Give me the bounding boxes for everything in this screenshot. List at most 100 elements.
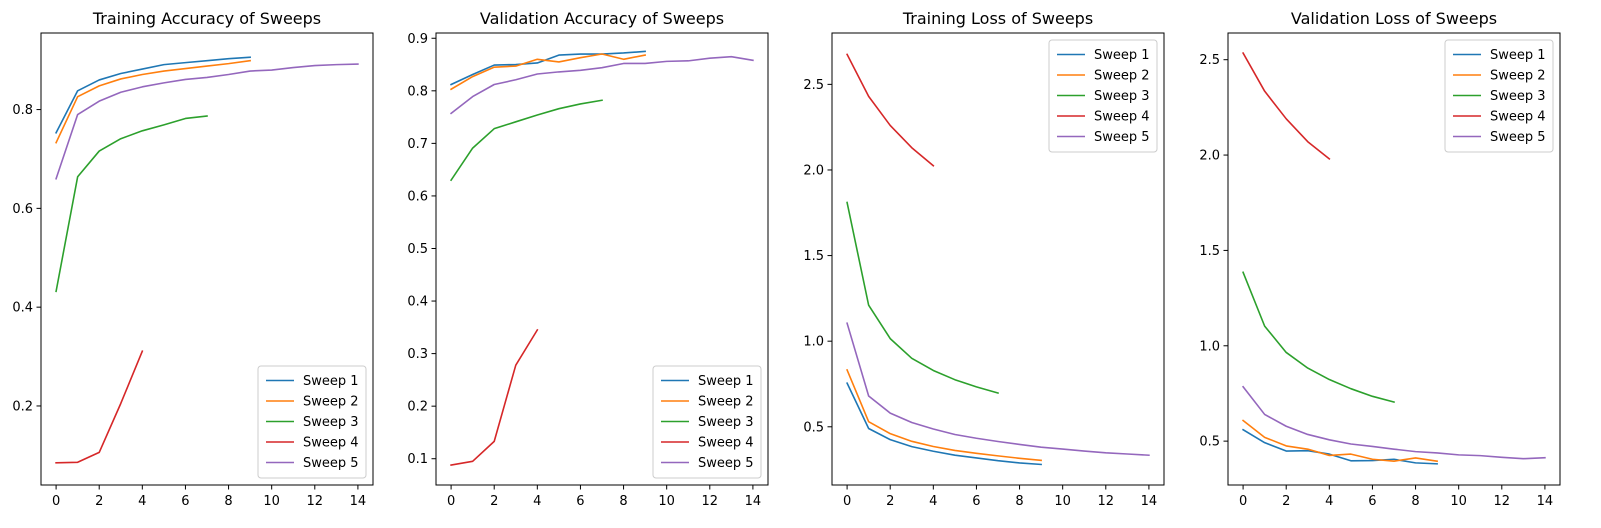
legend: Sweep 1 Sweep 2 Sweep 3 Sweep 4 Sweep 5 [1444, 39, 1554, 153]
x-tick-label: 12 [702, 494, 719, 509]
series-line-sweep-4 [450, 328, 539, 466]
legend-box [257, 365, 367, 479]
x-tick-label: 10 [1054, 494, 1071, 509]
legend-label: Sweep 1 [1094, 48, 1150, 63]
series-line-sweep-4 [846, 53, 935, 167]
series-line-sweep-5 [846, 322, 1150, 457]
legend-label: Sweep 3 [1094, 89, 1150, 104]
legend-label: Sweep 5 [1490, 130, 1546, 145]
legend-label: Sweep 1 [303, 374, 359, 389]
legend-label: Sweep 3 [303, 415, 359, 430]
x-tick-label: 2 [1282, 494, 1290, 509]
y-tick-label: 1.5 [803, 249, 824, 264]
chart-panel-1: Training Accuracy of Sweeps 0 2 4 6 8 10 12 14 0.… [12, 9, 374, 509]
series-line-sweep-1 [450, 50, 646, 86]
x-tick-label: 4 [533, 494, 541, 509]
plot-frame [831, 32, 1165, 486]
x-tick-label: 0 [1239, 494, 1247, 509]
y-tick-label: 0.6 [407, 189, 428, 204]
legend-box [1444, 39, 1554, 153]
y-tick-label: 2.5 [803, 78, 824, 93]
legend-label: Sweep 2 [1490, 69, 1546, 84]
y-tick-label: 2.0 [803, 163, 824, 178]
y-tick-label: 1.0 [803, 335, 824, 350]
x-tick-label: 14 [1537, 494, 1554, 509]
legend: Sweep 1 Sweep 2 Sweep 3 Sweep 4 Sweep 5 [257, 365, 367, 479]
series-line-sweep-4 [55, 350, 144, 464]
x-tick-label: 12 [1494, 494, 1511, 509]
x-tick-label: 8 [224, 494, 232, 509]
x-tick-label: 6 [181, 494, 189, 509]
y-tick-label: 0.8 [12, 103, 33, 118]
y-tick-label: 0.1 [407, 452, 428, 467]
series-line-sweep-5 [1241, 385, 1546, 460]
y-tick-label: 0.5 [803, 420, 824, 435]
y-tick-label: 0.6 [12, 202, 33, 217]
plot-frame [435, 32, 769, 486]
y-tick-label: 0.4 [12, 301, 33, 316]
y-tick-label: 0.2 [12, 399, 33, 414]
x-tick-label: 6 [972, 494, 980, 509]
x-tick-label: 0 [52, 494, 60, 509]
y-tick-label: 0.8 [407, 84, 428, 99]
series-line-sweep-5 [55, 63, 359, 180]
legend-label: Sweep 4 [1490, 110, 1546, 125]
series-line-sweep-2 [846, 368, 1042, 462]
legend-label: Sweep 5 [303, 456, 359, 471]
y-tick-label: 0.5 [1199, 435, 1220, 450]
series-line-sweep-3 [846, 201, 999, 395]
x-tick-label: 10 [1450, 494, 1467, 509]
x-tick-label: 8 [619, 494, 627, 509]
x-tick-label: 12 [307, 494, 324, 509]
x-tick-label: 6 [1368, 494, 1376, 509]
y-tick-label: 0.2 [407, 400, 428, 415]
x-tick-label: 0 [843, 494, 851, 509]
x-tick-label: 14 [350, 494, 367, 509]
legend-label: Sweep 3 [698, 415, 754, 430]
y-tick-label: 2.0 [1199, 149, 1220, 164]
x-tick-label: 2 [490, 494, 498, 509]
chart-title: Validation Loss of Sweeps [1291, 9, 1497, 28]
legend-label: Sweep 5 [698, 456, 754, 471]
plot-frame [1227, 32, 1561, 486]
legend: Sweep 1 Sweep 2 Sweep 3 Sweep 4 Sweep 5 [652, 365, 762, 479]
x-tick-label: 4 [929, 494, 937, 509]
legend-box [652, 365, 762, 479]
y-tick-label: 1.5 [1199, 244, 1220, 259]
x-tick-label: 4 [1325, 494, 1333, 509]
series-line-sweep-2 [1241, 419, 1439, 463]
legend: Sweep 1 Sweep 2 Sweep 3 Sweep 4 Sweep 5 [1048, 39, 1158, 153]
series-line-sweep-3 [1242, 271, 1395, 404]
y-tick-label: 0.4 [407, 295, 428, 310]
y-tick-label: 0.9 [407, 32, 428, 47]
x-tick-label: 14 [745, 494, 762, 509]
x-tick-label: 10 [263, 494, 280, 509]
x-tick-label: 4 [138, 494, 146, 509]
legend-label: Sweep 2 [698, 395, 754, 410]
legend-label: Sweep 2 [303, 395, 359, 410]
legend-label: Sweep 3 [1490, 89, 1546, 104]
chart-panel-3: Training Loss of Sweeps 0 2 4 6 8 10 12 14 0.5 1.0… [803, 9, 1165, 509]
series-line-sweep-4 [1241, 51, 1331, 160]
y-tick-label: 0.3 [407, 347, 428, 362]
legend-label: Sweep 4 [698, 436, 754, 451]
legend-label: Sweep 5 [1094, 130, 1150, 145]
x-tick-label: 8 [1015, 494, 1023, 509]
x-tick-label: 0 [447, 494, 455, 509]
legend-label: Sweep 4 [303, 436, 359, 451]
series-line-sweep-1 [55, 56, 251, 134]
legend-box [1048, 39, 1158, 153]
x-tick-label: 10 [658, 494, 675, 509]
legend-label: Sweep 2 [1094, 69, 1150, 84]
x-tick-label: 2 [886, 494, 894, 509]
y-tick-label: 0.5 [407, 242, 428, 257]
series-line-sweep-3 [449, 99, 603, 182]
series-line-sweep-2 [55, 59, 252, 144]
y-tick-label: 2.5 [1199, 53, 1220, 68]
legend-label: Sweep 1 [698, 374, 754, 389]
series-line-sweep-2 [449, 53, 647, 91]
chart-panel-2: Validation Accuracy of Sweeps 0 2 4 6 8 10 12 14… [407, 9, 769, 509]
x-tick-label: 12 [1098, 494, 1115, 509]
chart-panel-4: Validation Loss of Sweeps 0 2 4 6 8 10 12 14 0.5 1… [1199, 9, 1561, 509]
